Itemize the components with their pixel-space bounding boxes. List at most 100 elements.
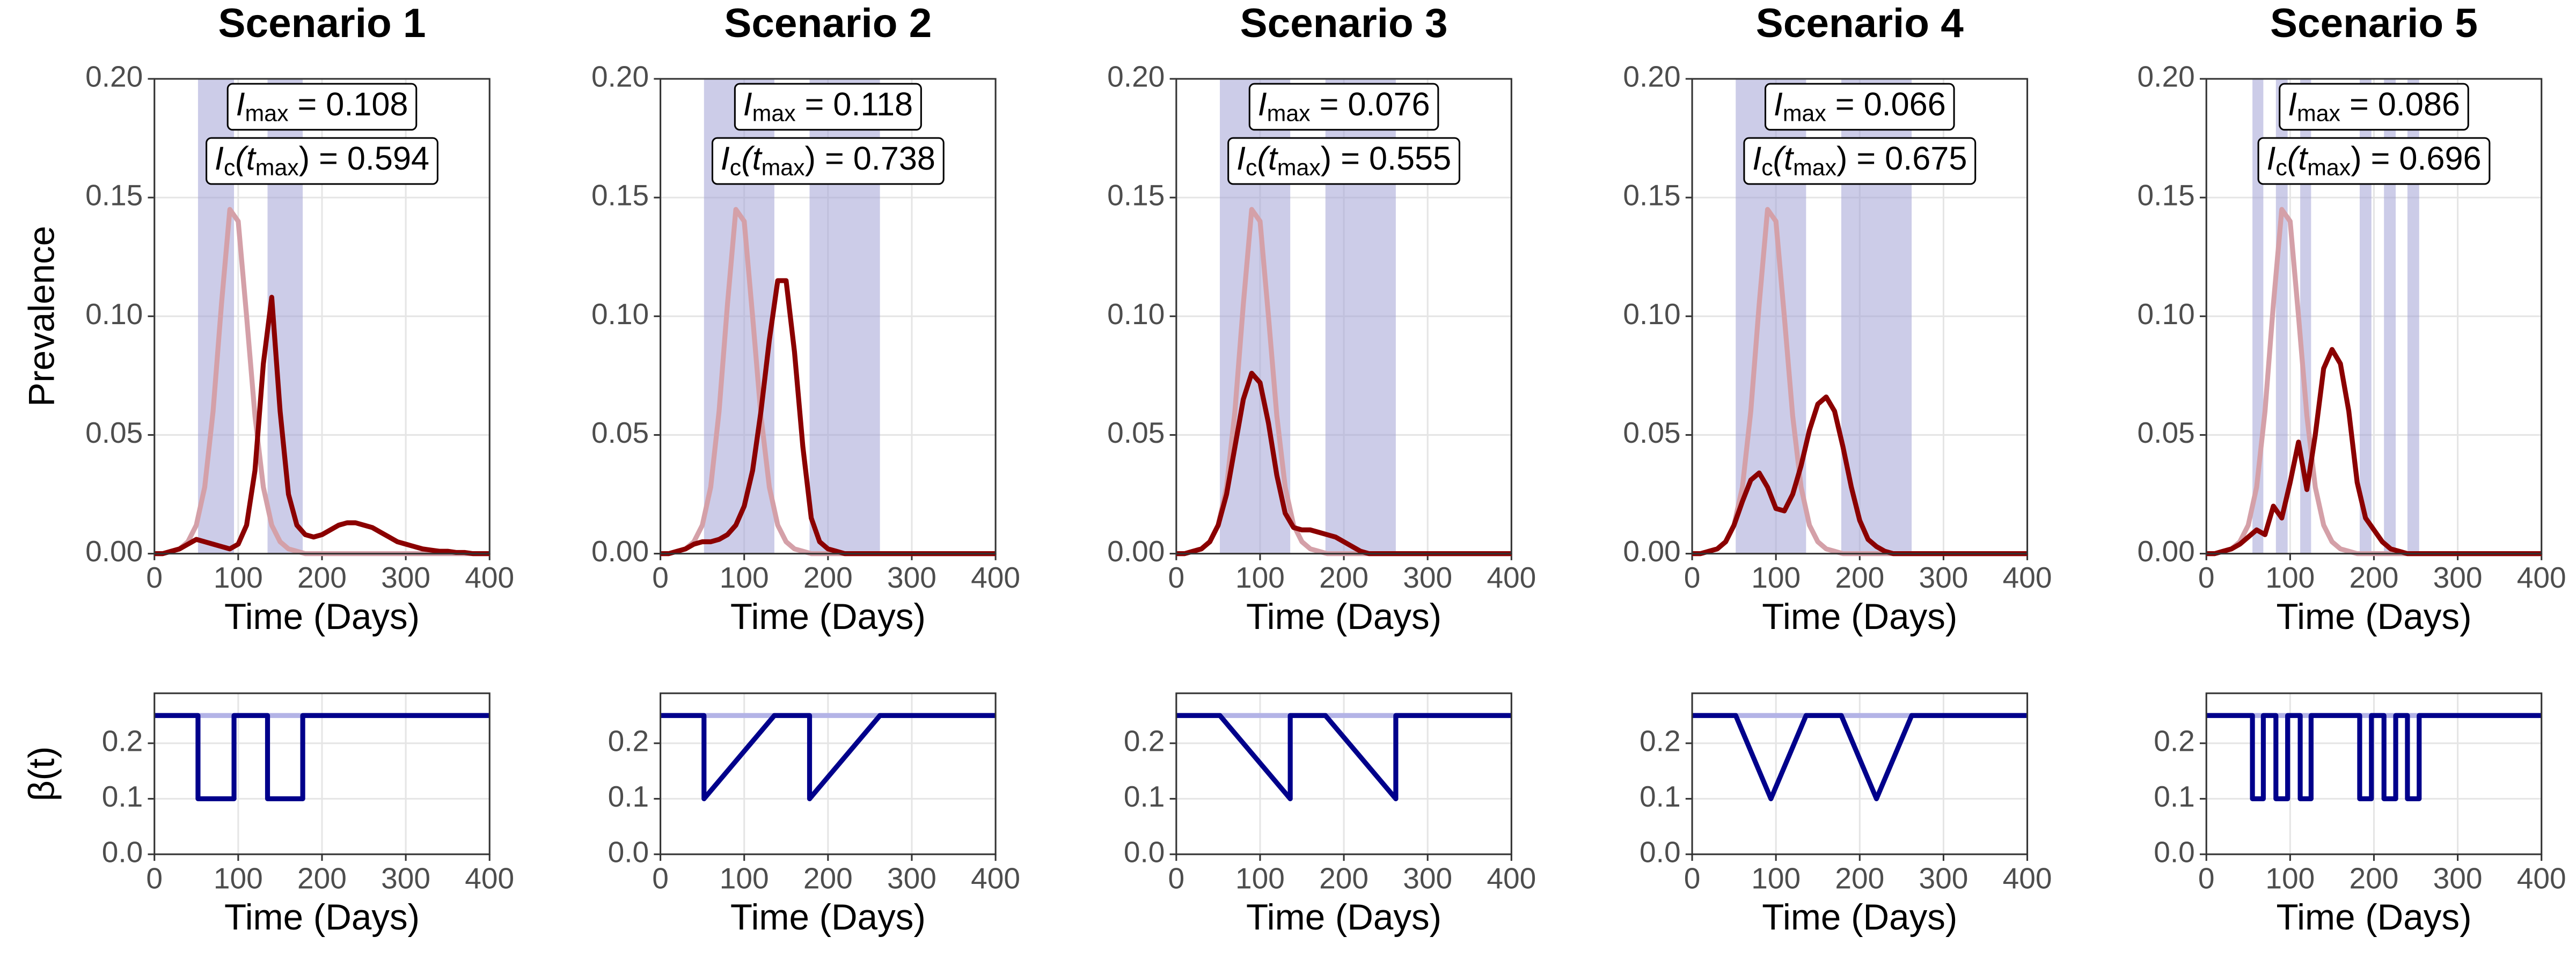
x-axis-label: Time (Days) xyxy=(1762,597,1957,637)
y-tick-label: 0.15 xyxy=(2138,179,2195,212)
annotation-part: max xyxy=(255,155,299,181)
annotation: Imax = 0.118 xyxy=(734,83,922,131)
x-tick-label: 200 xyxy=(297,561,347,594)
y-tick-label: 0.0 xyxy=(2154,835,2195,868)
annotation-part: max xyxy=(1793,155,1836,181)
y-tick-label: 0.0 xyxy=(1640,835,1681,868)
y-tick-label: 0.00 xyxy=(591,535,649,568)
plot-frame xyxy=(1691,78,2029,555)
y-tick-label: 0.10 xyxy=(1623,297,1680,331)
x-tick-label: 400 xyxy=(465,861,514,895)
annotation-text: Imax = 0.086 xyxy=(2288,86,2460,126)
x-axis-label: Time (Days) xyxy=(730,597,926,637)
annotation: Imax = 0.086 xyxy=(2279,83,2469,131)
y-tick-label: 0.10 xyxy=(2138,297,2195,331)
plot-frame xyxy=(1175,78,1512,555)
annotation-box xyxy=(226,83,418,131)
y-tick-label: 0.2 xyxy=(1640,724,1681,758)
annotation-part: max xyxy=(1277,155,1321,181)
annotation-part: max xyxy=(245,101,289,127)
annotation: Imax = 0.076 xyxy=(1248,83,1439,131)
x-tick-label: 400 xyxy=(1487,861,1536,895)
x-tick-label: 300 xyxy=(381,561,430,594)
y-tick-label: 0.20 xyxy=(1107,60,1165,93)
annotation: Ic(tmax) = 0.696 xyxy=(2257,137,2491,185)
annotation-text: Imax = 0.108 xyxy=(236,86,408,126)
y-tick-label: 0.1 xyxy=(1640,780,1681,813)
series-line xyxy=(660,713,996,801)
x-tick-label: 100 xyxy=(1235,861,1285,895)
y-tick-label: 0.0 xyxy=(608,835,649,868)
y-tick-label: 0.10 xyxy=(591,297,649,331)
x-tick-label: 300 xyxy=(2433,561,2483,594)
y-axis-label: Prevalence xyxy=(21,226,62,407)
annotation-part: ) = 0.594 xyxy=(299,140,429,177)
x-tick-label: 400 xyxy=(2517,561,2566,594)
y-tick-label: 0.2 xyxy=(608,724,649,758)
annotation-part: = 0.118 xyxy=(796,86,913,122)
x-tick-label: 400 xyxy=(971,561,1020,594)
x-tick-label: 0 xyxy=(2198,861,2215,895)
x-tick-label: 200 xyxy=(2350,861,2399,895)
x-tick-label: 0 xyxy=(2198,561,2215,594)
intervention-period xyxy=(2359,78,2372,554)
annotation-part: c xyxy=(224,155,235,181)
y-tick-label: 0.05 xyxy=(1623,416,1680,449)
y-tick-label: 0.05 xyxy=(1107,416,1165,449)
panel-title: Scenario 5 xyxy=(2270,1,2478,46)
annotation-box xyxy=(1227,137,1460,185)
annotation-part: max xyxy=(2297,101,2340,127)
x-tick-label: 300 xyxy=(1403,861,1452,895)
x-axis-label: Time (Days) xyxy=(224,597,420,637)
x-tick-label: 200 xyxy=(803,861,853,895)
y-tick-label: 0.1 xyxy=(102,780,143,813)
y-tick-label: 0.2 xyxy=(1124,724,1165,758)
x-tick-label: 400 xyxy=(1487,561,1536,594)
x-axis-label: Time (Days) xyxy=(1246,597,1441,637)
y-tick-label: 0.00 xyxy=(85,535,143,568)
annotation-box xyxy=(1248,83,1439,131)
x-tick-label: 200 xyxy=(1835,861,1884,895)
x-tick-label: 100 xyxy=(1235,561,1285,594)
x-tick-label: 200 xyxy=(1319,561,1368,594)
x-tick-label: 300 xyxy=(887,561,936,594)
y-tick-label: 0.20 xyxy=(2138,60,2195,93)
x-tick-label: 300 xyxy=(381,861,430,895)
x-tick-label: 0 xyxy=(1684,861,1701,895)
panel-title: Scenario 2 xyxy=(724,1,932,46)
annotation: Ic(tmax) = 0.675 xyxy=(1743,137,1977,185)
annotation-part: (t xyxy=(2287,140,2309,177)
annotation-text: Ic(tmax) = 0.696 xyxy=(2266,140,2481,180)
x-tick-label: 300 xyxy=(1403,561,1452,594)
x-tick-label: 100 xyxy=(1751,861,1801,895)
annotation-part: max xyxy=(1783,101,1826,127)
annotation-part: max xyxy=(2307,155,2351,181)
x-axis-label: Time (Days) xyxy=(2276,597,2471,637)
x-tick-label: 100 xyxy=(720,561,769,594)
y-tick-label: 0.1 xyxy=(608,780,649,813)
annotation-part: (t xyxy=(741,140,763,177)
x-tick-label: 100 xyxy=(2265,861,2315,895)
y-tick-label: 0.10 xyxy=(1107,297,1165,331)
annotation-box xyxy=(206,137,438,185)
annotation-text: Ic(tmax) = 0.555 xyxy=(1236,140,1451,180)
x-tick-label: 300 xyxy=(1919,561,1968,594)
annotation-box xyxy=(1765,83,1955,131)
x-tick-label: 100 xyxy=(214,561,263,594)
annotation-part: ) = 0.738 xyxy=(805,140,935,177)
y-tick-label: 0.20 xyxy=(85,60,143,93)
y-tick-label: 0.0 xyxy=(1124,835,1165,868)
annotation: Imax = 0.066 xyxy=(1765,83,1955,131)
y-tick-label: 0.00 xyxy=(1623,535,1680,568)
annotation-part: I xyxy=(743,86,752,122)
series-line xyxy=(1176,713,1512,801)
annotation-text: Ic(tmax) = 0.675 xyxy=(1752,140,1967,180)
annotation-box xyxy=(734,83,922,131)
intervention-period xyxy=(2407,78,2419,554)
x-tick-label: 0 xyxy=(146,561,163,594)
y-tick-label: 0.2 xyxy=(2154,724,2195,758)
x-tick-label: 300 xyxy=(887,861,936,895)
plot-frame xyxy=(1691,692,2029,855)
